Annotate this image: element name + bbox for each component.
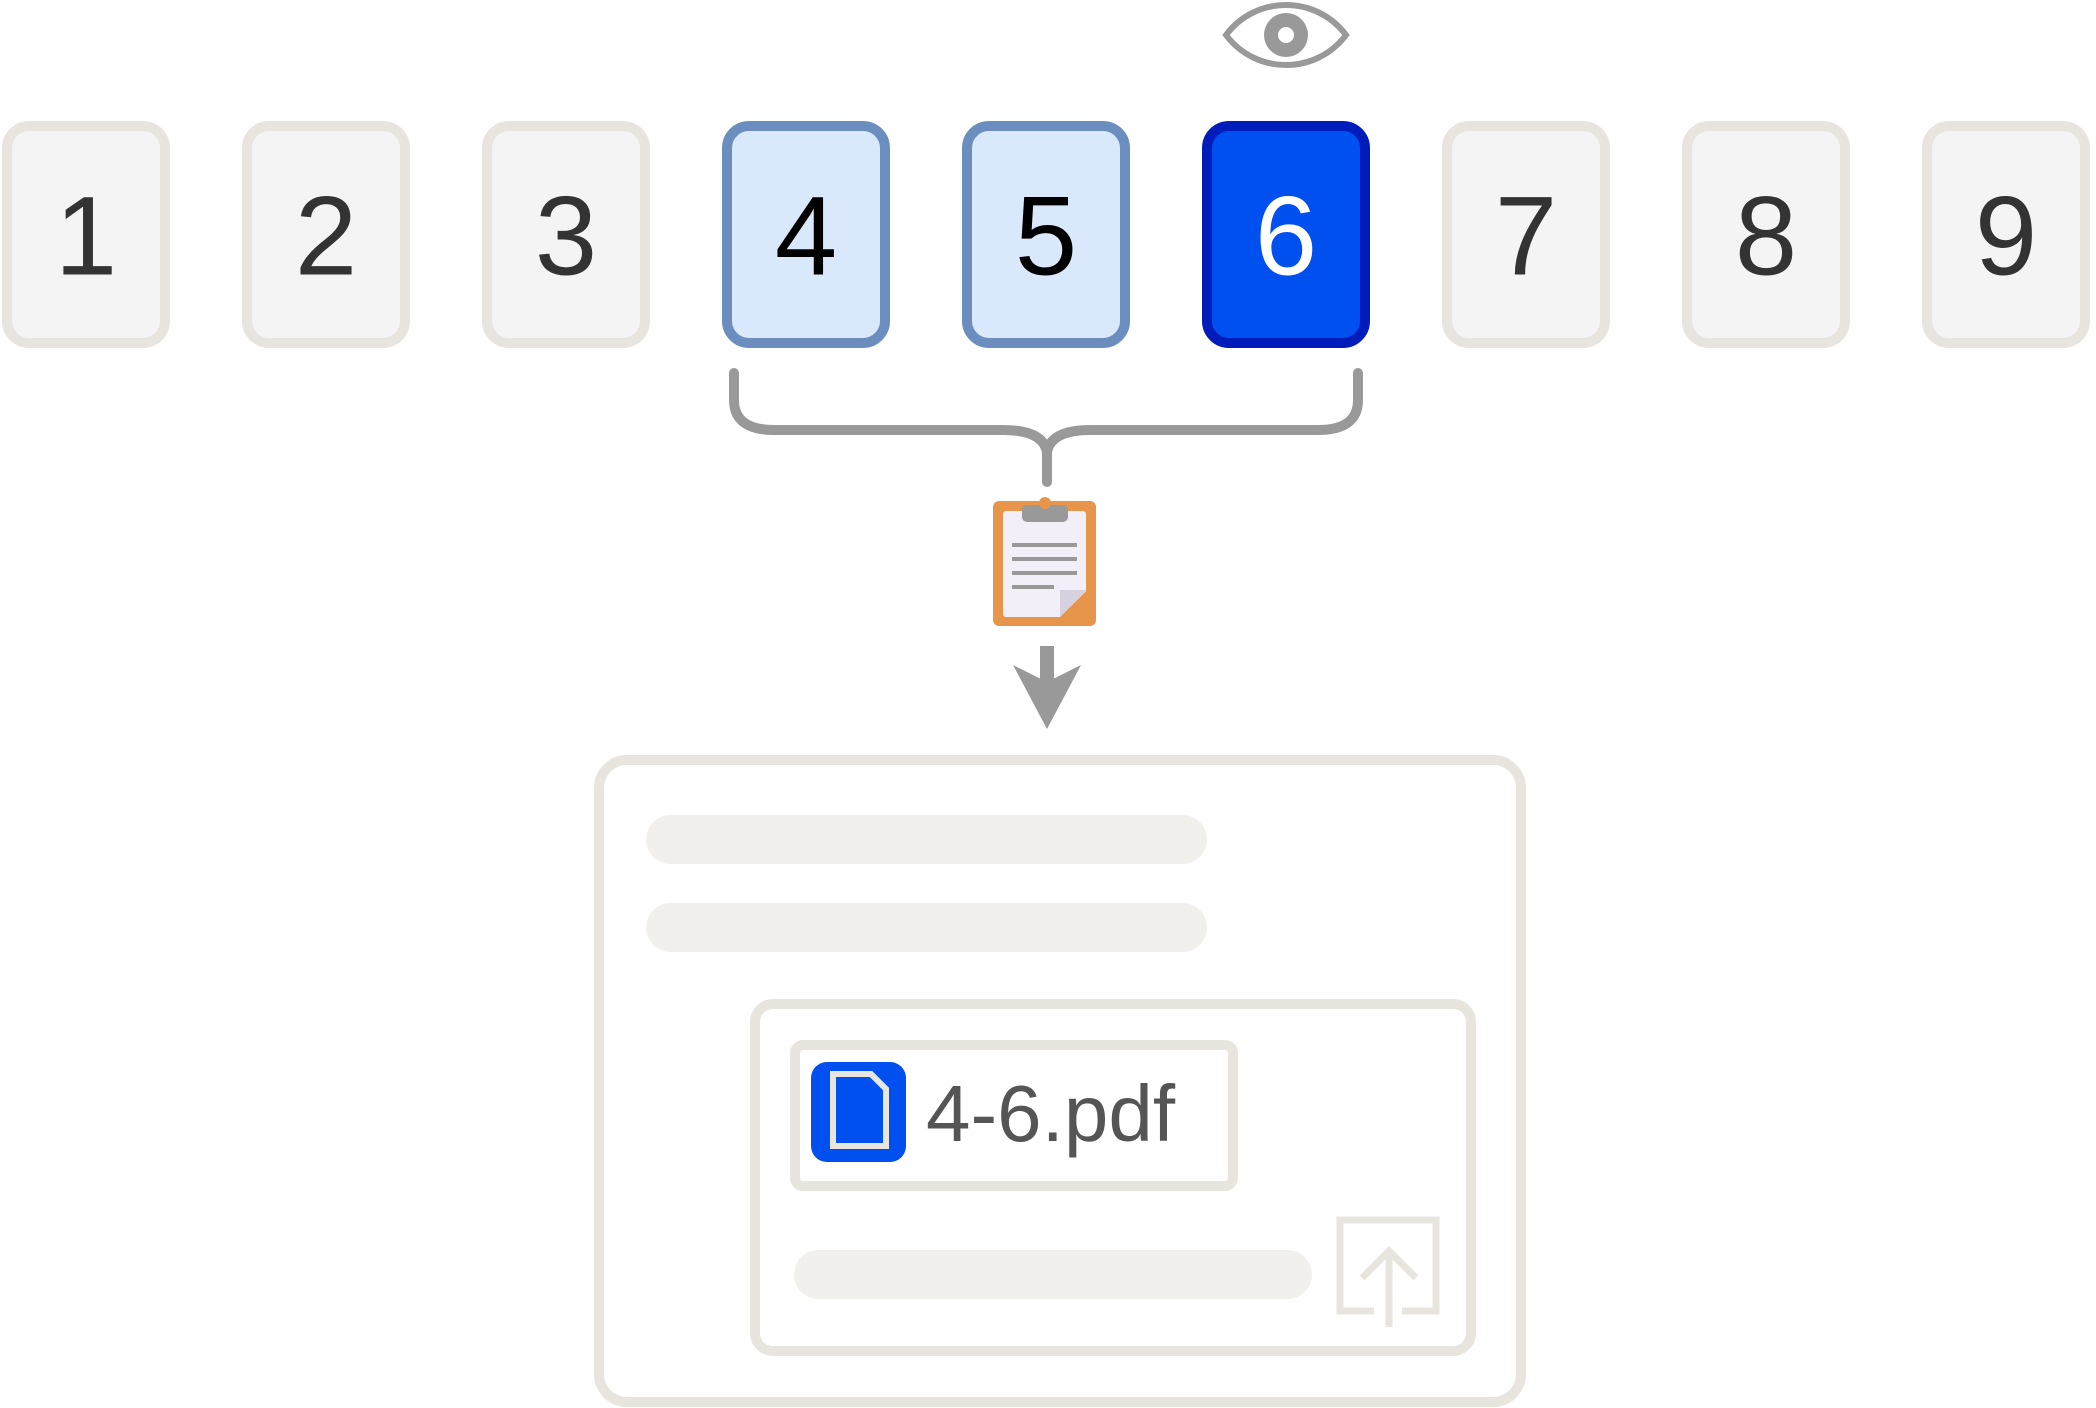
file-icon xyxy=(811,1062,906,1162)
page-tile-1[interactable]: 1 xyxy=(2,121,170,348)
page-number-label: 7 xyxy=(1495,174,1557,299)
page-number-label: 1 xyxy=(55,174,117,299)
page-tile-7[interactable]: 7 xyxy=(1442,121,1610,348)
page-number-label: 6 xyxy=(1255,174,1317,299)
page-number-label: 9 xyxy=(1975,174,2037,299)
page-tile-box xyxy=(2,121,170,348)
page-number-label: 2 xyxy=(295,174,357,299)
eye-icon xyxy=(1222,2,1350,68)
text-placeholder-line xyxy=(794,1250,1312,1299)
down-arrow xyxy=(1013,646,1081,729)
page-tile-box xyxy=(242,121,410,348)
selection-bracket xyxy=(729,368,1363,487)
text-placeholder-line xyxy=(646,815,1207,864)
page-tile-box xyxy=(482,121,650,348)
page-tile-6[interactable]: 6 xyxy=(1202,121,1370,348)
page-number-label: 3 xyxy=(535,174,597,299)
page-tile-box xyxy=(1682,121,1850,348)
page-tile-5[interactable]: 5 xyxy=(962,121,1130,348)
page-number-label: 4 xyxy=(775,174,837,299)
page-number-label: 5 xyxy=(1015,174,1077,299)
attachment-chip[interactable]: 4-6.pdf xyxy=(790,1040,1238,1191)
page-tile-2[interactable]: 2 xyxy=(242,121,410,348)
page-tile-9[interactable]: 9 xyxy=(1922,121,2090,348)
page-number-label: 8 xyxy=(1735,174,1797,299)
page-tile-box xyxy=(722,121,890,348)
attachment-file-name: 4-6.pdf xyxy=(926,1069,1176,1158)
text-placeholder-line xyxy=(646,903,1207,952)
upload-icon[interactable] xyxy=(1336,1216,1440,1327)
page-tile-box xyxy=(1202,121,1370,348)
page-tile-8[interactable]: 8 xyxy=(1682,121,1850,348)
page-tile-box xyxy=(962,121,1130,348)
clipboard-icon xyxy=(993,497,1096,626)
page-tile-4[interactable]: 4 xyxy=(722,121,890,348)
page-tile-3[interactable]: 3 xyxy=(482,121,650,348)
pages-row: 1 2 3 4 5 6 7 8 9 xyxy=(2,121,2090,348)
page-tile-box xyxy=(1922,121,2090,348)
page-tile-box xyxy=(1442,121,1610,348)
